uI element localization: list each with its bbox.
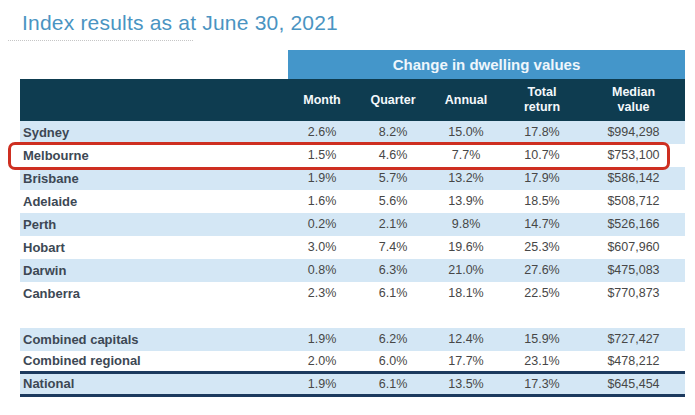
cell-median_value: $727,427 bbox=[582, 328, 685, 351]
table-row-hobart: Hobart3.0%7.4%19.6%25.3%$607,960 bbox=[20, 236, 685, 259]
cell-annual: 13.5% bbox=[430, 374, 502, 394]
row-label: Brisbane bbox=[20, 167, 288, 190]
cell-quarter: 5.7% bbox=[356, 167, 430, 190]
spacer-row bbox=[20, 305, 685, 328]
cell-total_return: 27.6% bbox=[502, 259, 582, 282]
table-row-sydney: Sydney2.6%8.2%15.0%17.8%$994,298 bbox=[20, 121, 685, 144]
cell-quarter: 6.1% bbox=[356, 374, 430, 394]
table-header-row: MonthQuarterAnnualTotal returnMedian val… bbox=[20, 79, 685, 121]
cell-annual: 19.6% bbox=[430, 236, 502, 259]
cell-total_return: 25.3% bbox=[502, 236, 582, 259]
table-row-brisbane: Brisbane1.9%5.7%13.2%17.9%$586,142 bbox=[20, 167, 685, 190]
cell-annual: 18.1% bbox=[430, 282, 502, 305]
cell-total_return: 10.7% bbox=[502, 144, 582, 167]
cell-total_return: 15.9% bbox=[502, 328, 582, 351]
cell-month: 1.9% bbox=[288, 374, 356, 394]
cell-quarter: 2.1% bbox=[356, 213, 430, 236]
cell-total_return: 17.8% bbox=[502, 121, 582, 144]
column-header-month: Month bbox=[288, 79, 356, 121]
cell-month: 0.2% bbox=[288, 213, 356, 236]
table-row-combined-regional: Combined regional2.0%6.0%17.7%23.1%$478,… bbox=[20, 351, 685, 374]
cell-month: 1.6% bbox=[288, 190, 356, 213]
cell-month: 2.3% bbox=[288, 282, 356, 305]
cell-annual: 9.8% bbox=[430, 213, 502, 236]
cell-total_return: 18.5% bbox=[502, 190, 582, 213]
row-label: Hobart bbox=[20, 236, 288, 259]
table-row-canberra: Canberra2.3%6.1%18.1%22.5%$770,873 bbox=[20, 282, 685, 305]
cell-annual: 7.7% bbox=[430, 144, 502, 167]
row-label: Adelaide bbox=[20, 190, 288, 213]
cell-quarter: 5.6% bbox=[356, 190, 430, 213]
cell-median_value: $478,212 bbox=[582, 351, 685, 371]
column-header-annual: Annual bbox=[430, 79, 502, 121]
cell-quarter: 6.0% bbox=[356, 351, 430, 371]
column-header-total_return: Total return bbox=[502, 79, 582, 121]
title-underline bbox=[8, 40, 193, 41]
cell-month: 1.5% bbox=[288, 144, 356, 167]
table-row-melbourne: Melbourne1.5%4.6%7.7%10.7%$753,100 bbox=[20, 144, 685, 167]
table-row-national: National1.9%6.1%13.5%17.3%$645,454 bbox=[20, 374, 685, 397]
cell-quarter: 6.1% bbox=[356, 282, 430, 305]
cell-annual: 15.0% bbox=[430, 121, 502, 144]
row-label: Darwin bbox=[20, 259, 288, 282]
cell-month: 2.0% bbox=[288, 351, 356, 371]
cell-median_value: $645,454 bbox=[582, 374, 685, 394]
table-body: Sydney2.6%8.2%15.0%17.8%$994,298Melbourn… bbox=[20, 121, 685, 397]
cell-total_return: 17.3% bbox=[502, 374, 582, 394]
row-label: Canberra bbox=[20, 282, 288, 305]
cell-total_return: 17.9% bbox=[502, 167, 582, 190]
row-label: National bbox=[20, 374, 288, 394]
group-header-banner: Change in dwelling values bbox=[288, 50, 685, 79]
cell-total_return: 23.1% bbox=[502, 351, 582, 371]
row-label: Combined capitals bbox=[20, 328, 288, 351]
cell-total_return: 14.7% bbox=[502, 213, 582, 236]
cell-annual: 17.7% bbox=[430, 351, 502, 371]
cell-median_value: $753,100 bbox=[582, 144, 685, 167]
column-header-quarter: Quarter bbox=[356, 79, 430, 121]
cell-annual: 13.2% bbox=[430, 167, 502, 190]
cell-median_value: $508,712 bbox=[582, 190, 685, 213]
cell-month: 1.9% bbox=[288, 167, 356, 190]
row-label: Combined regional bbox=[20, 351, 288, 371]
cell-median_value: $526,166 bbox=[582, 213, 685, 236]
page-title: Index results as at June 30, 2021 bbox=[22, 11, 338, 35]
report-page: Index results as at June 30, 2021 Change… bbox=[0, 0, 695, 415]
cell-median_value: $475,083 bbox=[582, 259, 685, 282]
table-row-perth: Perth0.2%2.1%9.8%14.7%$526,166 bbox=[20, 213, 685, 236]
cell-month: 1.9% bbox=[288, 328, 356, 351]
cell-quarter: 7.4% bbox=[356, 236, 430, 259]
row-label: Melbourne bbox=[20, 144, 288, 167]
cell-quarter: 6.2% bbox=[356, 328, 430, 351]
cell-month: 0.8% bbox=[288, 259, 356, 282]
table-row-darwin: Darwin0.8%6.3%21.0%27.6%$475,083 bbox=[20, 259, 685, 282]
cell-annual: 13.9% bbox=[430, 190, 502, 213]
row-label: Perth bbox=[20, 213, 288, 236]
cell-annual: 12.4% bbox=[430, 328, 502, 351]
cell-total_return: 22.5% bbox=[502, 282, 582, 305]
cell-median_value: $770,873 bbox=[582, 282, 685, 305]
cell-median_value: $607,960 bbox=[582, 236, 685, 259]
cell-median_value: $586,142 bbox=[582, 167, 685, 190]
row-label: Sydney bbox=[20, 121, 288, 144]
table-row-adelaide: Adelaide1.6%5.6%13.9%18.5%$508,712 bbox=[20, 190, 685, 213]
cell-month: 3.0% bbox=[288, 236, 356, 259]
cell-quarter: 8.2% bbox=[356, 121, 430, 144]
column-header-median_value: Median value bbox=[582, 79, 685, 121]
cell-month: 2.6% bbox=[288, 121, 356, 144]
table-row-combined-capitals: Combined capitals1.9%6.2%12.4%15.9%$727,… bbox=[20, 328, 685, 351]
cell-quarter: 4.6% bbox=[356, 144, 430, 167]
cell-median_value: $994,298 bbox=[582, 121, 685, 144]
column-header-region bbox=[20, 79, 288, 121]
cell-quarter: 6.3% bbox=[356, 259, 430, 282]
cell-annual: 21.0% bbox=[430, 259, 502, 282]
